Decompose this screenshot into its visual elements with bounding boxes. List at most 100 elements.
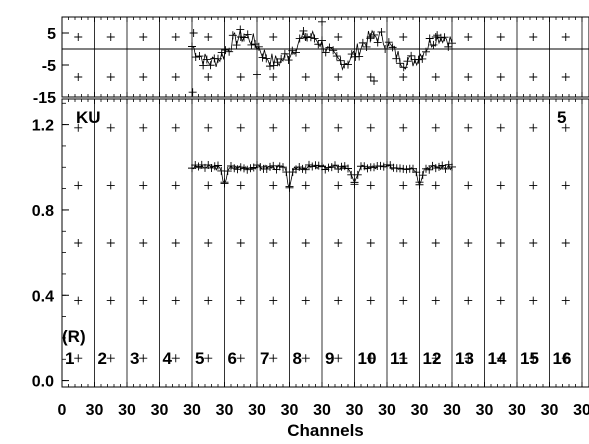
bottom-grid-cross xyxy=(204,296,213,305)
bottom-grid-cross xyxy=(204,181,213,190)
x-tick-label: 30 xyxy=(86,402,104,419)
x-tick-label: 30 xyxy=(346,402,364,419)
top-outlier-point xyxy=(188,88,197,97)
top-panel-frame xyxy=(61,16,589,98)
bottom-grid-cross xyxy=(399,354,408,363)
top-grid-cross xyxy=(106,33,115,41)
x-tick-label: 30 xyxy=(573,402,589,419)
bottom-grid-cross xyxy=(366,296,375,305)
x-tick-label: 30 xyxy=(378,402,396,419)
top-grid-cross xyxy=(366,73,375,81)
bottom-grid-cross xyxy=(399,296,408,305)
bottom-grid-cross xyxy=(269,354,278,363)
bottom-grid-cross xyxy=(139,123,148,132)
bottom-grid-cross xyxy=(366,354,375,363)
channel-label: 10 xyxy=(358,349,377,368)
bottom-grid-cross xyxy=(496,296,505,305)
channel-label: 2 xyxy=(98,349,107,368)
bottom-grid-cross xyxy=(106,123,115,132)
bottom-grid-cross xyxy=(561,181,570,190)
x-tick-label: 30 xyxy=(151,402,169,419)
bottom-grid-cross xyxy=(171,296,180,305)
top-y-tick-label: -5 xyxy=(42,58,56,75)
top-grid-cross xyxy=(171,33,180,41)
bottom-grid-cross xyxy=(561,296,570,305)
bottom-grid-cross xyxy=(269,181,278,190)
bottom-grid-cross xyxy=(431,354,440,363)
bottom-grid-cross xyxy=(236,123,245,132)
channel-label: 16 xyxy=(553,349,572,368)
channel-label: 5 xyxy=(195,349,204,368)
channel-label: 1 xyxy=(65,349,74,368)
bottom-grid-cross xyxy=(301,181,310,190)
bottom-grid-cross xyxy=(334,239,343,247)
top-grid-cross xyxy=(529,33,538,41)
bottom-grid-cross xyxy=(236,354,245,363)
x-tick-label: 30 xyxy=(183,402,201,419)
top-grid-cross xyxy=(529,73,538,81)
bottom-grid-cross xyxy=(74,123,83,132)
bottom-grid-cross xyxy=(464,123,473,132)
channel-label: 11 xyxy=(390,349,408,368)
bottom-data-line xyxy=(191,163,453,190)
bottom-dip-point xyxy=(220,178,229,187)
bottom-grid-cross xyxy=(399,239,408,247)
channel-label: 3 xyxy=(130,349,139,368)
bottom-grid-cross xyxy=(431,181,440,190)
bottom-grid-cross xyxy=(301,354,310,363)
top-grid-cross xyxy=(139,33,148,41)
bottom-grid-cross xyxy=(204,239,213,247)
bottom-y-tick-label: 0.4 xyxy=(32,288,54,305)
top-grid-cross xyxy=(561,73,570,81)
bottom-grid-cross xyxy=(236,239,245,247)
top-grid-cross xyxy=(334,73,343,81)
x-axis-title: Channels xyxy=(287,421,364,439)
bottom-grid-cross xyxy=(171,239,180,247)
bottom-grid-cross xyxy=(561,239,570,247)
channel-label: 4 xyxy=(163,349,173,368)
bottom-grid-cross xyxy=(366,181,375,190)
top-data-line xyxy=(191,29,453,71)
bottom-grid-cross xyxy=(106,181,115,190)
bottom-grid-cross xyxy=(171,123,180,132)
bottom-grid-cross xyxy=(204,123,213,132)
bottom-grid-cross xyxy=(74,296,83,305)
bottom-grid-cross xyxy=(301,123,310,132)
bottom-grid-cross xyxy=(106,239,115,247)
channel-label: 12 xyxy=(423,349,442,368)
top-outlier-point xyxy=(253,70,261,79)
top-grid-cross xyxy=(399,33,408,41)
top-grid-cross xyxy=(431,73,440,81)
channel-label: 15 xyxy=(520,349,539,368)
bottom-grid-cross xyxy=(496,354,505,363)
bottom-y-tick-label: 1.2 xyxy=(32,118,54,135)
bottom-grid-cross xyxy=(431,296,440,305)
top-grid-cross xyxy=(561,33,570,41)
x-tick-label: 30 xyxy=(313,402,331,419)
channel-label: 13 xyxy=(455,349,474,368)
bottom-grid-cross xyxy=(366,239,375,247)
top-y-tick-label: 5 xyxy=(47,26,56,43)
top-grid-cross xyxy=(236,73,245,81)
bottom-grid-cross xyxy=(561,123,570,132)
top-grid-cross xyxy=(171,73,180,81)
bottom-grid-cross xyxy=(236,296,245,305)
bottom-grid-cross xyxy=(301,296,310,305)
bottom-grid-cross xyxy=(496,181,505,190)
top-grid-cross xyxy=(204,33,213,41)
bottom-grid-cross xyxy=(334,123,343,132)
bottom-grid-cross xyxy=(139,354,148,363)
x-tick-label: 30 xyxy=(411,402,429,419)
annotation-panel-number: 5 xyxy=(557,108,566,127)
bottom-grid-cross xyxy=(399,123,408,132)
bottom-grid-cross xyxy=(496,239,505,247)
top-y-tick-label: -15 xyxy=(33,90,56,107)
top-grid-cross xyxy=(269,73,278,81)
x-tick-label: 0 xyxy=(58,402,67,419)
channel-label: 9 xyxy=(325,349,334,368)
x-tick-label: 30 xyxy=(216,402,234,419)
top-grid-cross xyxy=(496,33,505,41)
x-tick-label: 30 xyxy=(476,402,494,419)
x-tick-label: 30 xyxy=(248,402,266,419)
